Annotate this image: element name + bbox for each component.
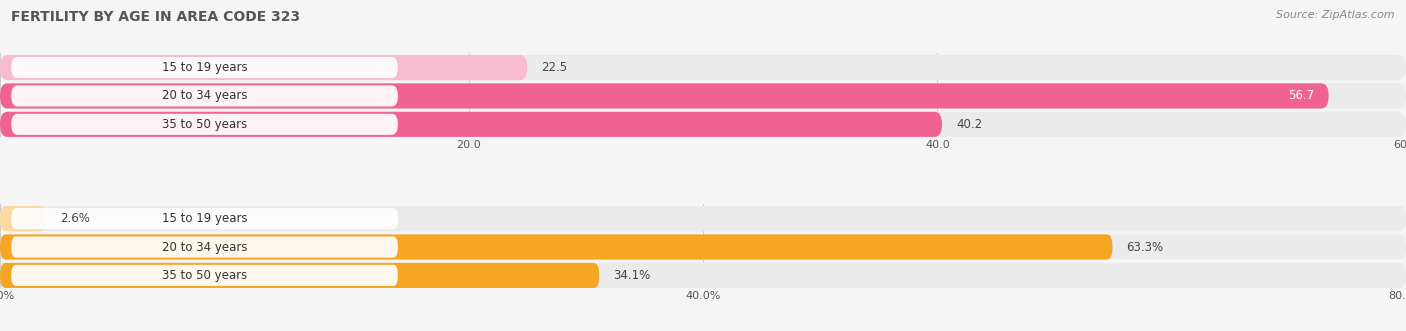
Text: 35 to 50 years: 35 to 50 years (162, 118, 247, 131)
FancyBboxPatch shape (0, 206, 1406, 231)
Text: 22.5: 22.5 (541, 61, 568, 74)
FancyBboxPatch shape (0, 55, 1406, 80)
FancyBboxPatch shape (0, 55, 527, 80)
FancyBboxPatch shape (0, 112, 942, 137)
FancyBboxPatch shape (11, 114, 398, 135)
FancyBboxPatch shape (0, 206, 45, 231)
Text: 15 to 19 years: 15 to 19 years (162, 61, 247, 74)
FancyBboxPatch shape (0, 263, 599, 288)
FancyBboxPatch shape (0, 234, 1406, 260)
FancyBboxPatch shape (0, 112, 1406, 137)
FancyBboxPatch shape (0, 83, 1329, 109)
FancyBboxPatch shape (11, 236, 398, 258)
FancyBboxPatch shape (0, 83, 1406, 109)
FancyBboxPatch shape (0, 234, 1112, 260)
FancyBboxPatch shape (11, 208, 398, 229)
FancyBboxPatch shape (0, 263, 1406, 288)
Text: 15 to 19 years: 15 to 19 years (162, 212, 247, 225)
Text: 35 to 50 years: 35 to 50 years (162, 269, 247, 282)
Text: 56.7: 56.7 (1288, 89, 1315, 102)
Text: 63.3%: 63.3% (1126, 241, 1164, 254)
Text: Source: ZipAtlas.com: Source: ZipAtlas.com (1277, 10, 1395, 20)
FancyBboxPatch shape (11, 85, 398, 107)
Text: FERTILITY BY AGE IN AREA CODE 323: FERTILITY BY AGE IN AREA CODE 323 (11, 10, 301, 24)
Text: 20 to 34 years: 20 to 34 years (162, 241, 247, 254)
Text: 2.6%: 2.6% (59, 212, 90, 225)
Text: 34.1%: 34.1% (613, 269, 651, 282)
Text: 20 to 34 years: 20 to 34 years (162, 89, 247, 102)
Text: 40.2: 40.2 (956, 118, 983, 131)
FancyBboxPatch shape (11, 57, 398, 78)
FancyBboxPatch shape (11, 265, 398, 286)
